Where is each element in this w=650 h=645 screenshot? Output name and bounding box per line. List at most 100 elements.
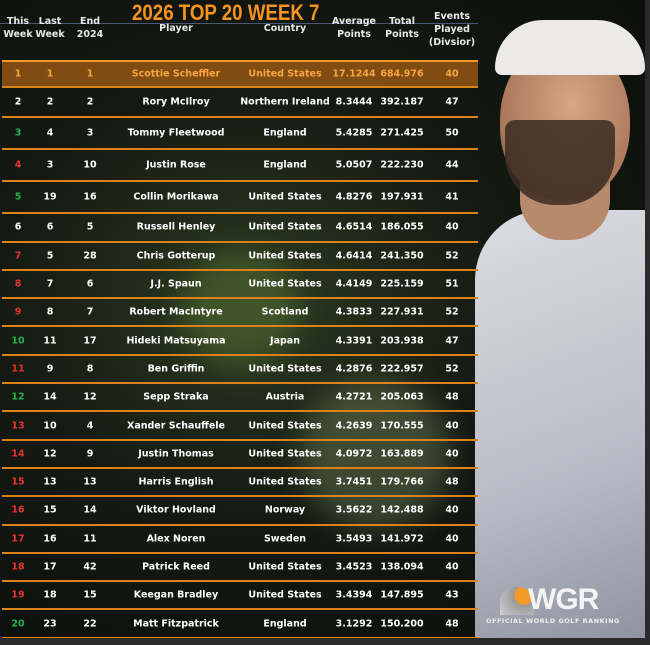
cell-total: 227.931 — [380, 306, 424, 318]
cell-player: Chris Gotterup — [136, 250, 216, 262]
header-events-played: Events Played (Divsior) — [428, 11, 476, 48]
cell-events: 47 — [445, 96, 459, 108]
cell-player: Alex Noren — [146, 533, 206, 545]
cell-total: 392.187 — [380, 96, 424, 108]
cell-events: 40 — [445, 504, 459, 516]
cell-avg: 3.7451 — [335, 476, 373, 488]
cell-total: 271.425 — [380, 127, 424, 139]
cell-events: 48 — [445, 476, 459, 488]
ranking-table: 1 1 1 Scottie Scheffler United States 17.1244… — [2, 60, 478, 638]
cell-events: 40 — [445, 68, 459, 80]
cell-total: 179.766 — [380, 476, 424, 488]
cell-avg: 4.3833 — [335, 306, 373, 318]
cell-rank: 14 — [11, 448, 25, 460]
cell-events: 41 — [445, 191, 459, 203]
cell-country: United States — [248, 191, 322, 203]
cell-events: 40 — [445, 448, 459, 460]
cell-end: 9 — [86, 448, 94, 460]
table-row: 3 4 3 Tommy Fleetwood England 5.4285 271.425 50 — [2, 118, 478, 151]
cell-end: 7 — [86, 306, 94, 318]
cell-country: Sweden — [263, 533, 307, 545]
cell-rank: 13 — [11, 420, 25, 432]
cell-end: 5 — [86, 221, 94, 233]
cell-country: United States — [248, 561, 322, 573]
cell-rank: 6 — [14, 221, 22, 233]
cell-end: 2 — [86, 96, 94, 108]
cell-avg: 3.1292 — [335, 618, 373, 630]
cell-events: 51 — [445, 278, 459, 290]
cell-country: United States — [248, 68, 322, 80]
cell-player: Xander Schauffele — [127, 420, 225, 432]
cell-rank: 12 — [11, 391, 25, 403]
table-row: 2 2 2 Rory McIlroy Northern Ireland 8.3444 392… — [2, 88, 478, 119]
cell-country: Norway — [264, 504, 306, 516]
header-country: Country — [263, 23, 307, 34]
cell-events: 40 — [445, 420, 459, 432]
cell-last: 4 — [46, 127, 54, 139]
cell-total: 205.063 — [380, 391, 424, 403]
table-row: 1 1 1 Scottie Scheffler United States 17.1244… — [2, 60, 478, 89]
page-title: 2026 TOP 20 WEEK 7 — [132, 0, 320, 25]
cell-rank: 20 — [11, 618, 25, 630]
cell-avg: 4.3391 — [335, 335, 373, 347]
cell-avg: 5.0507 — [335, 159, 373, 171]
cell-avg: 4.4149 — [335, 278, 373, 290]
table-row: 12 14 12 Sepp Straka Austria 4.2721 205.063 48 — [2, 384, 478, 413]
cell-avg: 8.3444 — [335, 96, 373, 108]
cell-player: Harris English — [138, 476, 214, 488]
golfer-photo-beard — [505, 120, 615, 205]
cell-rank: 9 — [14, 306, 22, 318]
cell-last: 2 — [46, 96, 54, 108]
cell-events: 48 — [445, 618, 459, 630]
cell-country: United States — [248, 476, 322, 488]
table-row: 18 17 42 Patrick Reed United States 3.4523 138… — [2, 554, 478, 583]
cell-avg: 4.0972 — [335, 448, 373, 460]
cell-end: 10 — [83, 159, 97, 171]
cell-end: 17 — [83, 335, 97, 347]
cell-avg: 3.5493 — [335, 533, 373, 545]
table-row: 8 7 6 J.J. Spaun United States 4.4149 225.159 5… — [2, 271, 478, 300]
cell-rank: 17 — [11, 533, 25, 545]
cell-end: 6 — [86, 278, 94, 290]
cell-player: Scottie Scheffler — [131, 68, 221, 80]
cell-player: Ben Griffin — [147, 363, 205, 375]
cell-total: 186.055 — [380, 221, 424, 233]
cell-last: 16 — [43, 533, 57, 545]
cell-avg: 4.2639 — [335, 420, 373, 432]
cell-end: 14 — [83, 504, 97, 516]
cell-events: 52 — [445, 363, 459, 375]
cell-rank: 3 — [14, 127, 22, 139]
cell-avg: 5.4285 — [335, 127, 373, 139]
cell-last: 18 — [43, 589, 57, 601]
cell-country: United States — [248, 589, 322, 601]
table-row: 10 11 17 Hideki Matsuyama Japan 4.3391 203.938… — [2, 327, 478, 356]
cell-total: 163.889 — [380, 448, 424, 460]
cell-player: Viktor Hovland — [136, 504, 216, 516]
cell-country: United States — [248, 363, 322, 375]
cell-rank: 1 — [14, 68, 22, 80]
cell-player: Sepp Straka — [143, 391, 209, 403]
cell-events: 48 — [445, 391, 459, 403]
cell-end: 3 — [86, 127, 94, 139]
table-row: 19 18 15 Keegan Bradley United States 3.4394 1… — [2, 582, 478, 611]
cell-player: Keegan Bradley — [133, 589, 219, 601]
table-row: 16 15 14 Viktor Hovland Norway 3.5622 142.488 4… — [2, 497, 478, 526]
cell-player: Robert MacIntyre — [129, 306, 223, 318]
header-divider — [0, 23, 478, 24]
cell-total: 225.159 — [380, 278, 424, 290]
table-row: 5 19 16 Collin Morikawa United States 4.8276 1… — [2, 182, 478, 215]
cell-country: Austria — [265, 391, 305, 403]
table-row: 15 13 13 Harris English United States 3.7451 1… — [2, 469, 478, 498]
cell-last: 3 — [46, 159, 54, 171]
cell-rank: 7 — [14, 250, 22, 262]
cell-last: 23 — [43, 618, 57, 630]
cell-country: United States — [248, 420, 322, 432]
cell-avg: 3.5622 — [335, 504, 373, 516]
cell-end: 1 — [86, 68, 94, 80]
header-total-points: Total Points — [385, 16, 419, 40]
golf-ball-icon — [500, 587, 534, 615]
cell-last: 17 — [43, 561, 57, 573]
cell-events: 52 — [445, 306, 459, 318]
cell-total: 222.957 — [380, 363, 424, 375]
cell-events: 44 — [445, 159, 459, 171]
